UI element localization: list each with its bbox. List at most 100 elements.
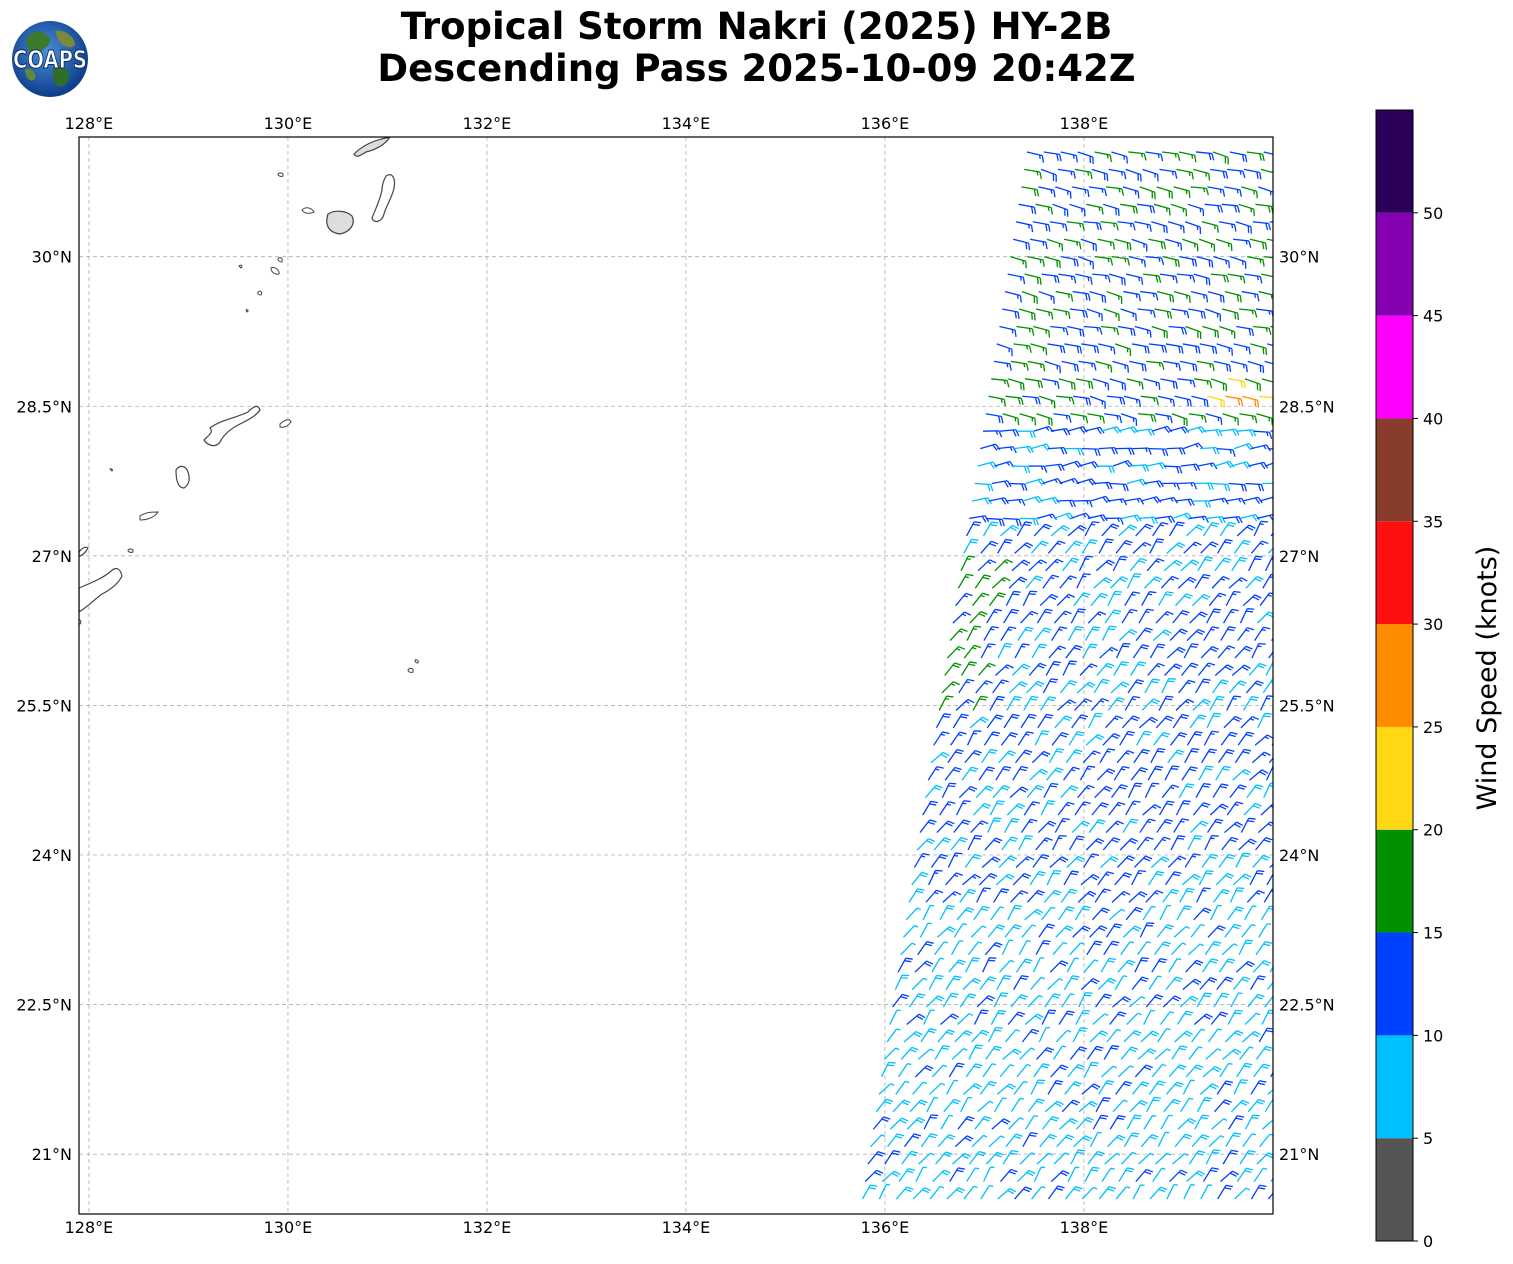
colorbar-tick-label: 40 — [1423, 409, 1443, 428]
wind-barb — [1262, 679, 1273, 694]
wind-barb — [1219, 1170, 1239, 1183]
wind-barb — [1178, 679, 1196, 694]
wind-barb — [999, 429, 1020, 437]
wind-barb — [1159, 1011, 1175, 1025]
wind-barb — [939, 905, 955, 921]
wind-barb — [928, 974, 944, 990]
wind-barb — [1125, 800, 1141, 816]
wind-barb — [973, 905, 990, 921]
wind-barb — [892, 993, 910, 1008]
wind-barb — [972, 695, 988, 711]
wind-barb — [1097, 238, 1116, 250]
wind-barb — [1218, 853, 1236, 868]
wind-barb — [1050, 1064, 1069, 1078]
wind-barb — [1060, 888, 1078, 903]
wind-barb — [966, 1167, 980, 1182]
lon-tick-label-top: 128°E — [65, 114, 114, 133]
wind-barb — [1064, 540, 1083, 554]
wind-barb — [1126, 1012, 1142, 1025]
wind-barb — [976, 995, 996, 1008]
wind-barb — [1160, 378, 1178, 390]
wind-barb — [1041, 1009, 1057, 1025]
wind-barb — [976, 887, 991, 903]
wind-barb — [1232, 873, 1252, 886]
wind-barb — [1262, 1119, 1273, 1130]
wind-barb — [1031, 643, 1048, 659]
wind-barb — [1071, 714, 1089, 729]
wind-barb — [1229, 887, 1245, 903]
wind-barb — [1034, 627, 1052, 641]
wind-barb — [1097, 977, 1117, 991]
wind-barb — [1145, 994, 1164, 1008]
wind-barb — [1030, 443, 1052, 451]
wind-barb — [1073, 592, 1091, 607]
wind-barb — [1264, 555, 1273, 572]
wind-barb — [1050, 1170, 1070, 1183]
wind-barb — [912, 1081, 928, 1095]
wind-barb — [1061, 993, 1075, 1008]
wind-barb — [987, 817, 1002, 833]
wind-barb — [977, 461, 998, 469]
wind-barb — [1114, 872, 1132, 886]
wind-barb — [982, 957, 997, 973]
wind-barb — [1198, 765, 1214, 781]
wind-barb — [1005, 1133, 1023, 1148]
wind-barb — [925, 995, 945, 1008]
wind-barb — [1261, 273, 1273, 278]
wind-barb — [1128, 151, 1147, 161]
wind-barb — [1186, 730, 1203, 746]
wind-barb — [1204, 834, 1219, 851]
wind-barb — [955, 592, 973, 607]
wind-barb — [1116, 750, 1135, 764]
wind-barb — [957, 1013, 974, 1026]
lat-tick-label-left: 22.5°N — [16, 996, 72, 1015]
wind-barb — [1252, 221, 1272, 231]
wind-barb — [1160, 1114, 1173, 1130]
wind-barb — [1015, 855, 1035, 868]
wind-barb — [1025, 575, 1044, 589]
wind-barb — [940, 1013, 960, 1026]
wind-barb — [1027, 994, 1043, 1008]
wind-barb — [1180, 1097, 1194, 1113]
lat-tick-label-right: 30°N — [1279, 248, 1319, 267]
wind-barb — [1214, 664, 1234, 676]
wind-barb — [1159, 168, 1178, 179]
wind-barb — [1148, 238, 1166, 250]
wind-barb — [1089, 290, 1107, 303]
wind-barb — [1118, 628, 1138, 642]
island-okinawa-north — [79, 546, 89, 557]
wind-barb — [1054, 715, 1073, 729]
wind-barb — [943, 1098, 961, 1113]
wind-barb — [1225, 1132, 1242, 1148]
wind-barb — [1210, 904, 1222, 921]
wind-barb — [1041, 378, 1060, 389]
wind-barb — [1182, 343, 1201, 354]
wind-barb — [990, 1009, 1007, 1025]
wind-barb — [1059, 575, 1077, 589]
wind-barb — [912, 1187, 932, 1200]
wind-barb — [1115, 642, 1131, 659]
wind-barb — [935, 713, 952, 729]
wind-barb — [1108, 801, 1126, 816]
wind-barb — [963, 644, 981, 659]
wind-barb — [1108, 273, 1126, 286]
wind-barb — [1151, 957, 1168, 973]
wind-barb — [985, 1151, 1004, 1165]
wind-barb — [1204, 308, 1222, 322]
wind-barb — [1053, 512, 1074, 520]
colorbar-title: Wind Speed (knots) — [1472, 546, 1503, 811]
wind-barb — [1012, 872, 1032, 886]
wind-barb — [1263, 782, 1273, 798]
wind-barb — [1115, 1186, 1131, 1200]
wind-barb — [1106, 1134, 1126, 1148]
wind-barb — [996, 974, 1012, 990]
wind-barb — [1181, 766, 1198, 781]
wind-barb — [1080, 238, 1097, 252]
wind-barb — [1052, 941, 1068, 956]
wind-barb — [1231, 461, 1252, 469]
wind-barb — [1230, 1099, 1250, 1113]
wind-barb — [1017, 731, 1034, 746]
wind-barb — [1013, 238, 1031, 251]
wind-barb — [1004, 290, 1022, 303]
wind-barb — [1236, 1167, 1254, 1182]
